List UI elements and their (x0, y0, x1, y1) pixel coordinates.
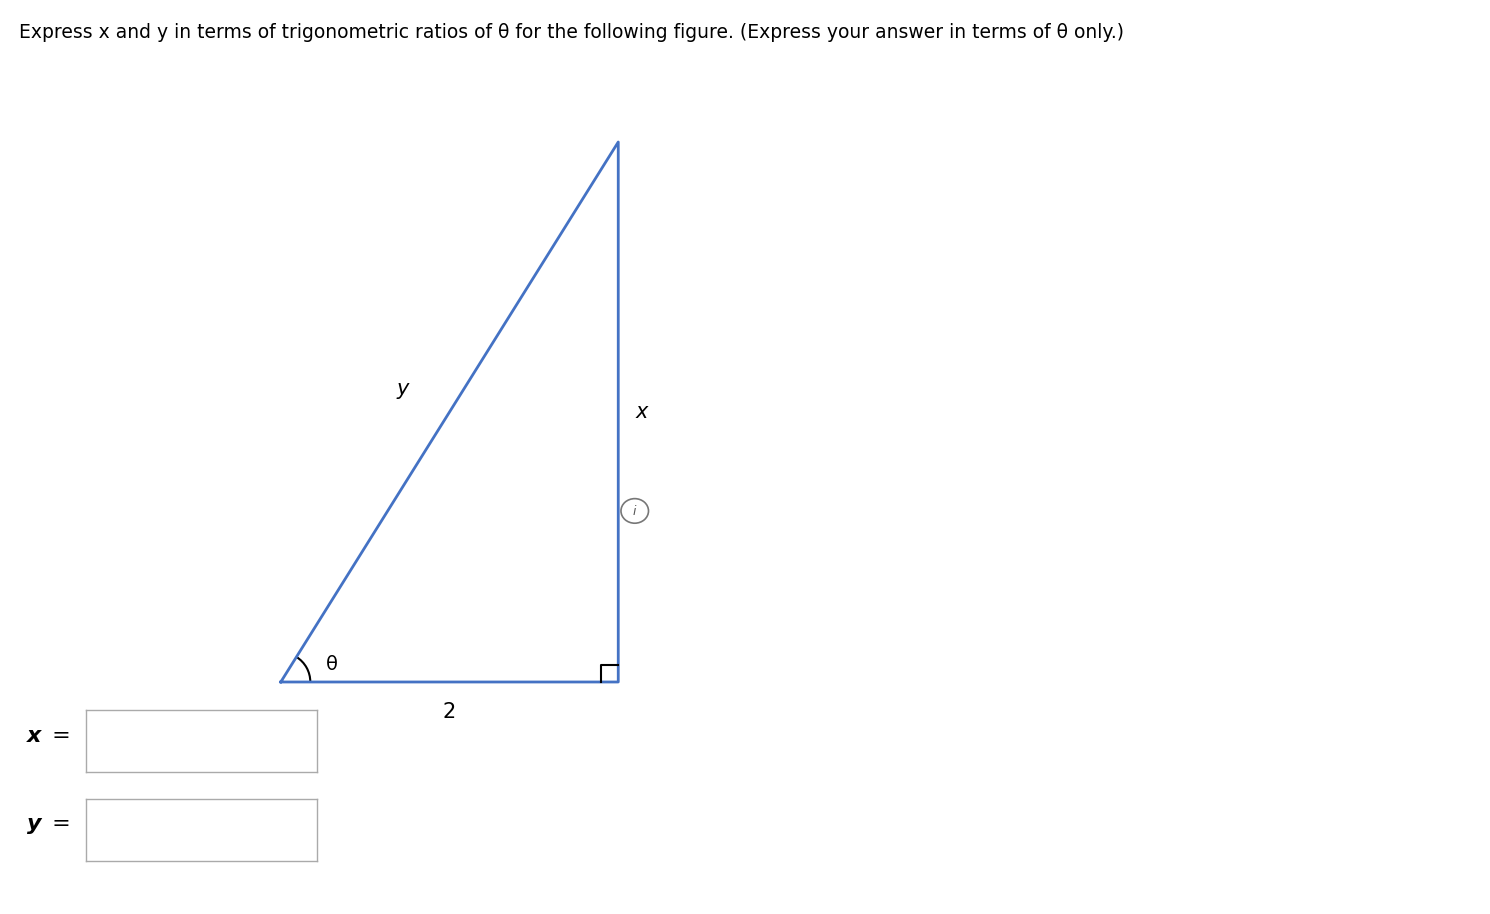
Text: 2: 2 (443, 702, 456, 722)
Text: =: = (45, 814, 70, 834)
Text: Express x and y in terms of trigonometric ratios of θ for the following figure. : Express x and y in terms of trigonometri… (19, 23, 1125, 42)
Text: y: y (27, 814, 42, 834)
Text: =: = (45, 726, 70, 746)
Text: x: x (635, 402, 648, 422)
Text: x: x (27, 726, 42, 746)
Text: θ: θ (326, 654, 338, 674)
Text: i: i (633, 505, 636, 518)
Text: y: y (396, 378, 408, 399)
